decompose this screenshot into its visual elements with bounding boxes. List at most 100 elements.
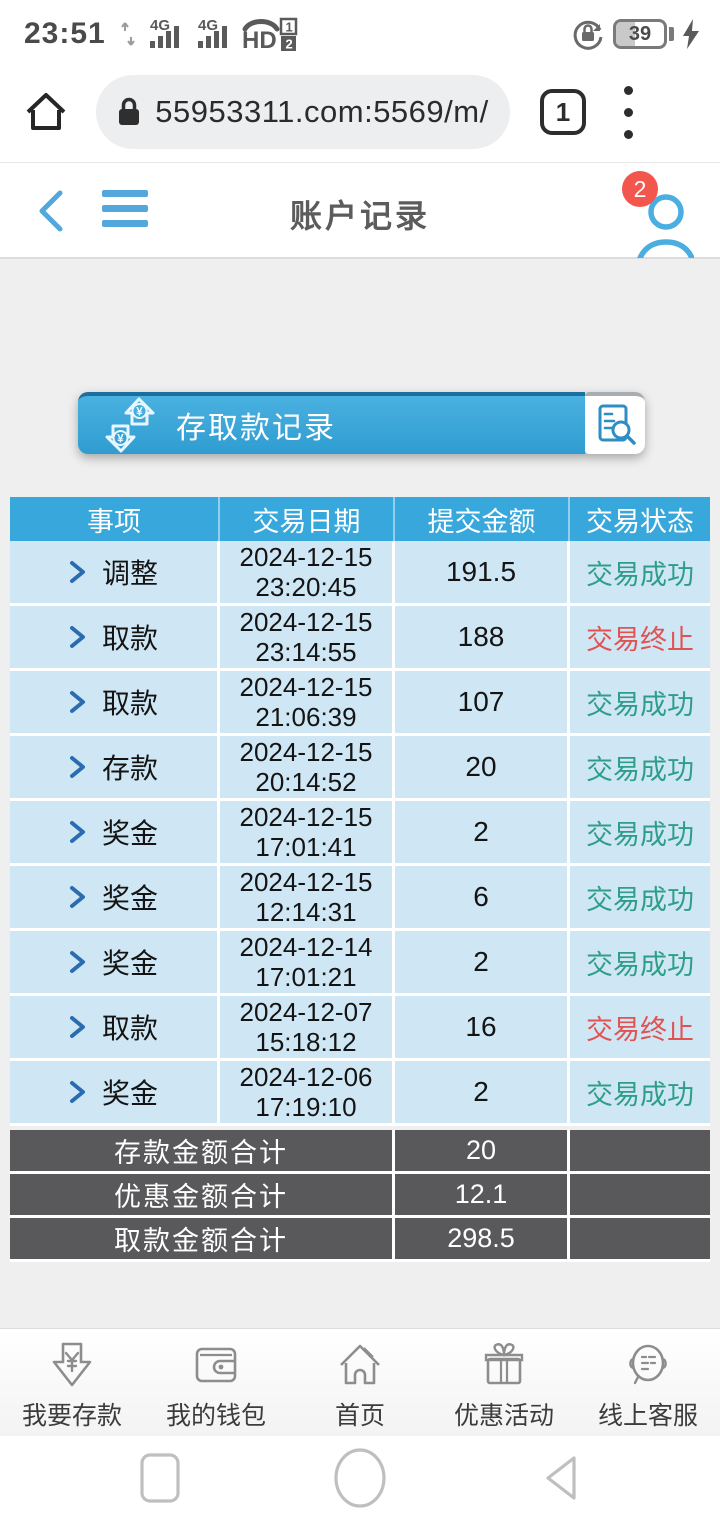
row-item-cell[interactable]: 奖金 [10,866,220,928]
clock-time: 23:51 [24,17,106,50]
summary-value: 20 [395,1130,570,1171]
nav-label: 我要存款 [21,1402,122,1430]
records-banner: ¥ ¥ 存取款记录 [78,392,645,454]
summary-row-bonus: 优惠金额合计 12.1 [10,1174,710,1218]
row-item-cell[interactable]: 取款 [10,606,220,668]
row-time: 17:19:10 [255,1092,357,1122]
expand-chevron-icon [69,951,85,973]
row-item-cell[interactable]: 调整 [10,541,220,603]
row-amount: 2 [473,946,489,977]
row-item-cell[interactable]: 取款 [10,996,220,1058]
deposit-icon [52,1342,92,1387]
table-row[interactable]: 奖金 2024-12-15 12:14:31 6 交易成功 [10,866,710,931]
row-item-label: 取款 [101,623,158,654]
records-table: 事项 交易日期 提交金额 交易状态 调整 2024-12-15 23:20:45… [10,497,710,1262]
recents-button[interactable] [138,1451,182,1505]
nav-item-wallet[interactable]: 我的钱包 [144,1329,288,1436]
records-banner-title: 存取款记录 [176,412,336,445]
row-status-cell: 交易成功 [570,866,710,928]
summary-row-deposit: 存款金额合计 20 [10,1130,710,1174]
battery-percent: 39 [628,22,652,45]
row-item-cell[interactable]: 存款 [10,736,220,798]
hamburger-menu-button[interactable] [102,190,148,227]
tab-count: 1 [555,96,571,127]
battery-indicator: 39 [613,19,667,49]
svg-text:4G: 4G [198,17,218,34]
expand-chevron-icon [69,561,85,583]
tab-switcher-button[interactable]: 1 [540,89,586,135]
row-amount-cell: 188 [395,606,570,668]
row-item-label: 奖金 [101,883,158,914]
back-triangle-button[interactable] [538,1450,582,1506]
user-account-button[interactable]: 2 [620,163,696,258]
browser-home-icon[interactable] [22,88,70,136]
row-date-cell: 2024-12-15 17:01:41 [220,801,395,863]
row-status: 交易终止 [586,624,694,655]
gift-icon [484,1343,524,1385]
row-amount: 16 [465,1011,497,1042]
row-item-label: 取款 [101,1013,158,1044]
nav-item-promotions[interactable]: 优惠活动 [432,1329,576,1436]
table-row[interactable]: 取款 2024-12-15 21:06:39 107 交易成功 [10,671,710,736]
row-time: 20:14:52 [255,767,357,797]
row-status-cell: 交易成功 [570,736,710,798]
url-bar[interactable]: 55953311.com:5569/m/ [96,75,510,149]
nav-item-home[interactable]: 首页 [288,1329,432,1436]
table-row[interactable]: 存款 2024-12-15 20:14:52 20 交易成功 [10,736,710,801]
signal-sim2-icon: 4G [197,17,227,48]
table-row[interactable]: 奖金 2024-12-06 17:19:10 2 交易成功 [10,1061,710,1126]
home-icon [340,1344,380,1385]
row-item-label: 奖金 [101,818,158,849]
back-button[interactable] [36,189,66,233]
row-amount-cell: 20 [395,736,570,798]
page-content: ¥ ¥ 存取款记录 事项 交易日期 提交金 [0,261,720,1328]
status-bar: 23:51 4G 4G HD [0,0,720,62]
row-amount-cell: 2 [395,801,570,863]
nav-item-customer-service[interactable]: 线上客服 [576,1329,720,1436]
table-row[interactable]: 取款 2024-12-07 15:18:12 16 交易终止 [10,996,710,1061]
row-item-cell[interactable]: 奖金 [10,801,220,863]
row-time: 15:18:12 [255,1027,357,1057]
notification-badge: 2 [622,171,658,207]
expand-chevron-icon [69,1081,85,1103]
row-amount-cell: 191.5 [395,541,570,603]
row-amount: 6 [473,881,489,912]
table-header-row: 事项 交易日期 提交金额 交易状态 [10,497,710,541]
table-row[interactable]: 奖金 2024-12-14 17:01:21 2 交易成功 [10,931,710,996]
svg-text:4G: 4G [150,17,170,34]
row-date: 2024-12-15 [239,737,373,767]
row-amount-cell: 16 [395,996,570,1058]
row-item-cell[interactable]: 取款 [10,671,220,733]
column-header-status: 交易状态 [586,506,694,537]
nav-label: 线上客服 [597,1402,698,1430]
row-amount-cell: 6 [395,866,570,928]
row-status: 交易成功 [586,884,694,915]
expand-chevron-icon [69,886,85,908]
search-records-button[interactable] [585,392,645,454]
row-date-cell: 2024-12-07 15:18:12 [220,996,395,1058]
row-date: 2024-12-15 [239,802,373,832]
row-date-cell: 2024-12-15 12:14:31 [220,866,395,928]
table-row[interactable]: 调整 2024-12-15 23:20:45 191.5 交易成功 [10,541,710,606]
row-amount: 107 [457,686,505,717]
expand-chevron-icon [69,691,85,713]
row-time: 17:01:41 [255,832,357,862]
summary-label: 存款金额合计 [10,1130,395,1171]
row-item-cell[interactable]: 奖金 [10,1061,220,1123]
table-row[interactable]: 奖金 2024-12-15 17:01:41 2 交易成功 [10,801,710,866]
nav-item-deposit[interactable]: 我要存款 [0,1329,144,1436]
summary-label: 优惠金额合计 [10,1174,395,1215]
home-button[interactable] [332,1446,388,1510]
customer-service-icon [629,1344,667,1385]
row-item-cell[interactable]: 奖金 [10,931,220,993]
table-row[interactable]: 取款 2024-12-15 23:14:55 188 交易终止 [10,606,710,671]
browser-menu-button[interactable] [620,82,637,143]
svg-text:¥: ¥ [136,405,143,419]
row-status-cell: 交易成功 [570,801,710,863]
row-status: 交易成功 [586,689,694,720]
row-time: 12:14:31 [255,897,357,927]
row-item-label: 取款 [101,688,158,719]
volte-hd-icon: HD 1 2 [242,17,297,53]
summary-row-withdraw: 取款金额合计 298.5 [10,1218,710,1262]
battery-nub [669,27,674,41]
